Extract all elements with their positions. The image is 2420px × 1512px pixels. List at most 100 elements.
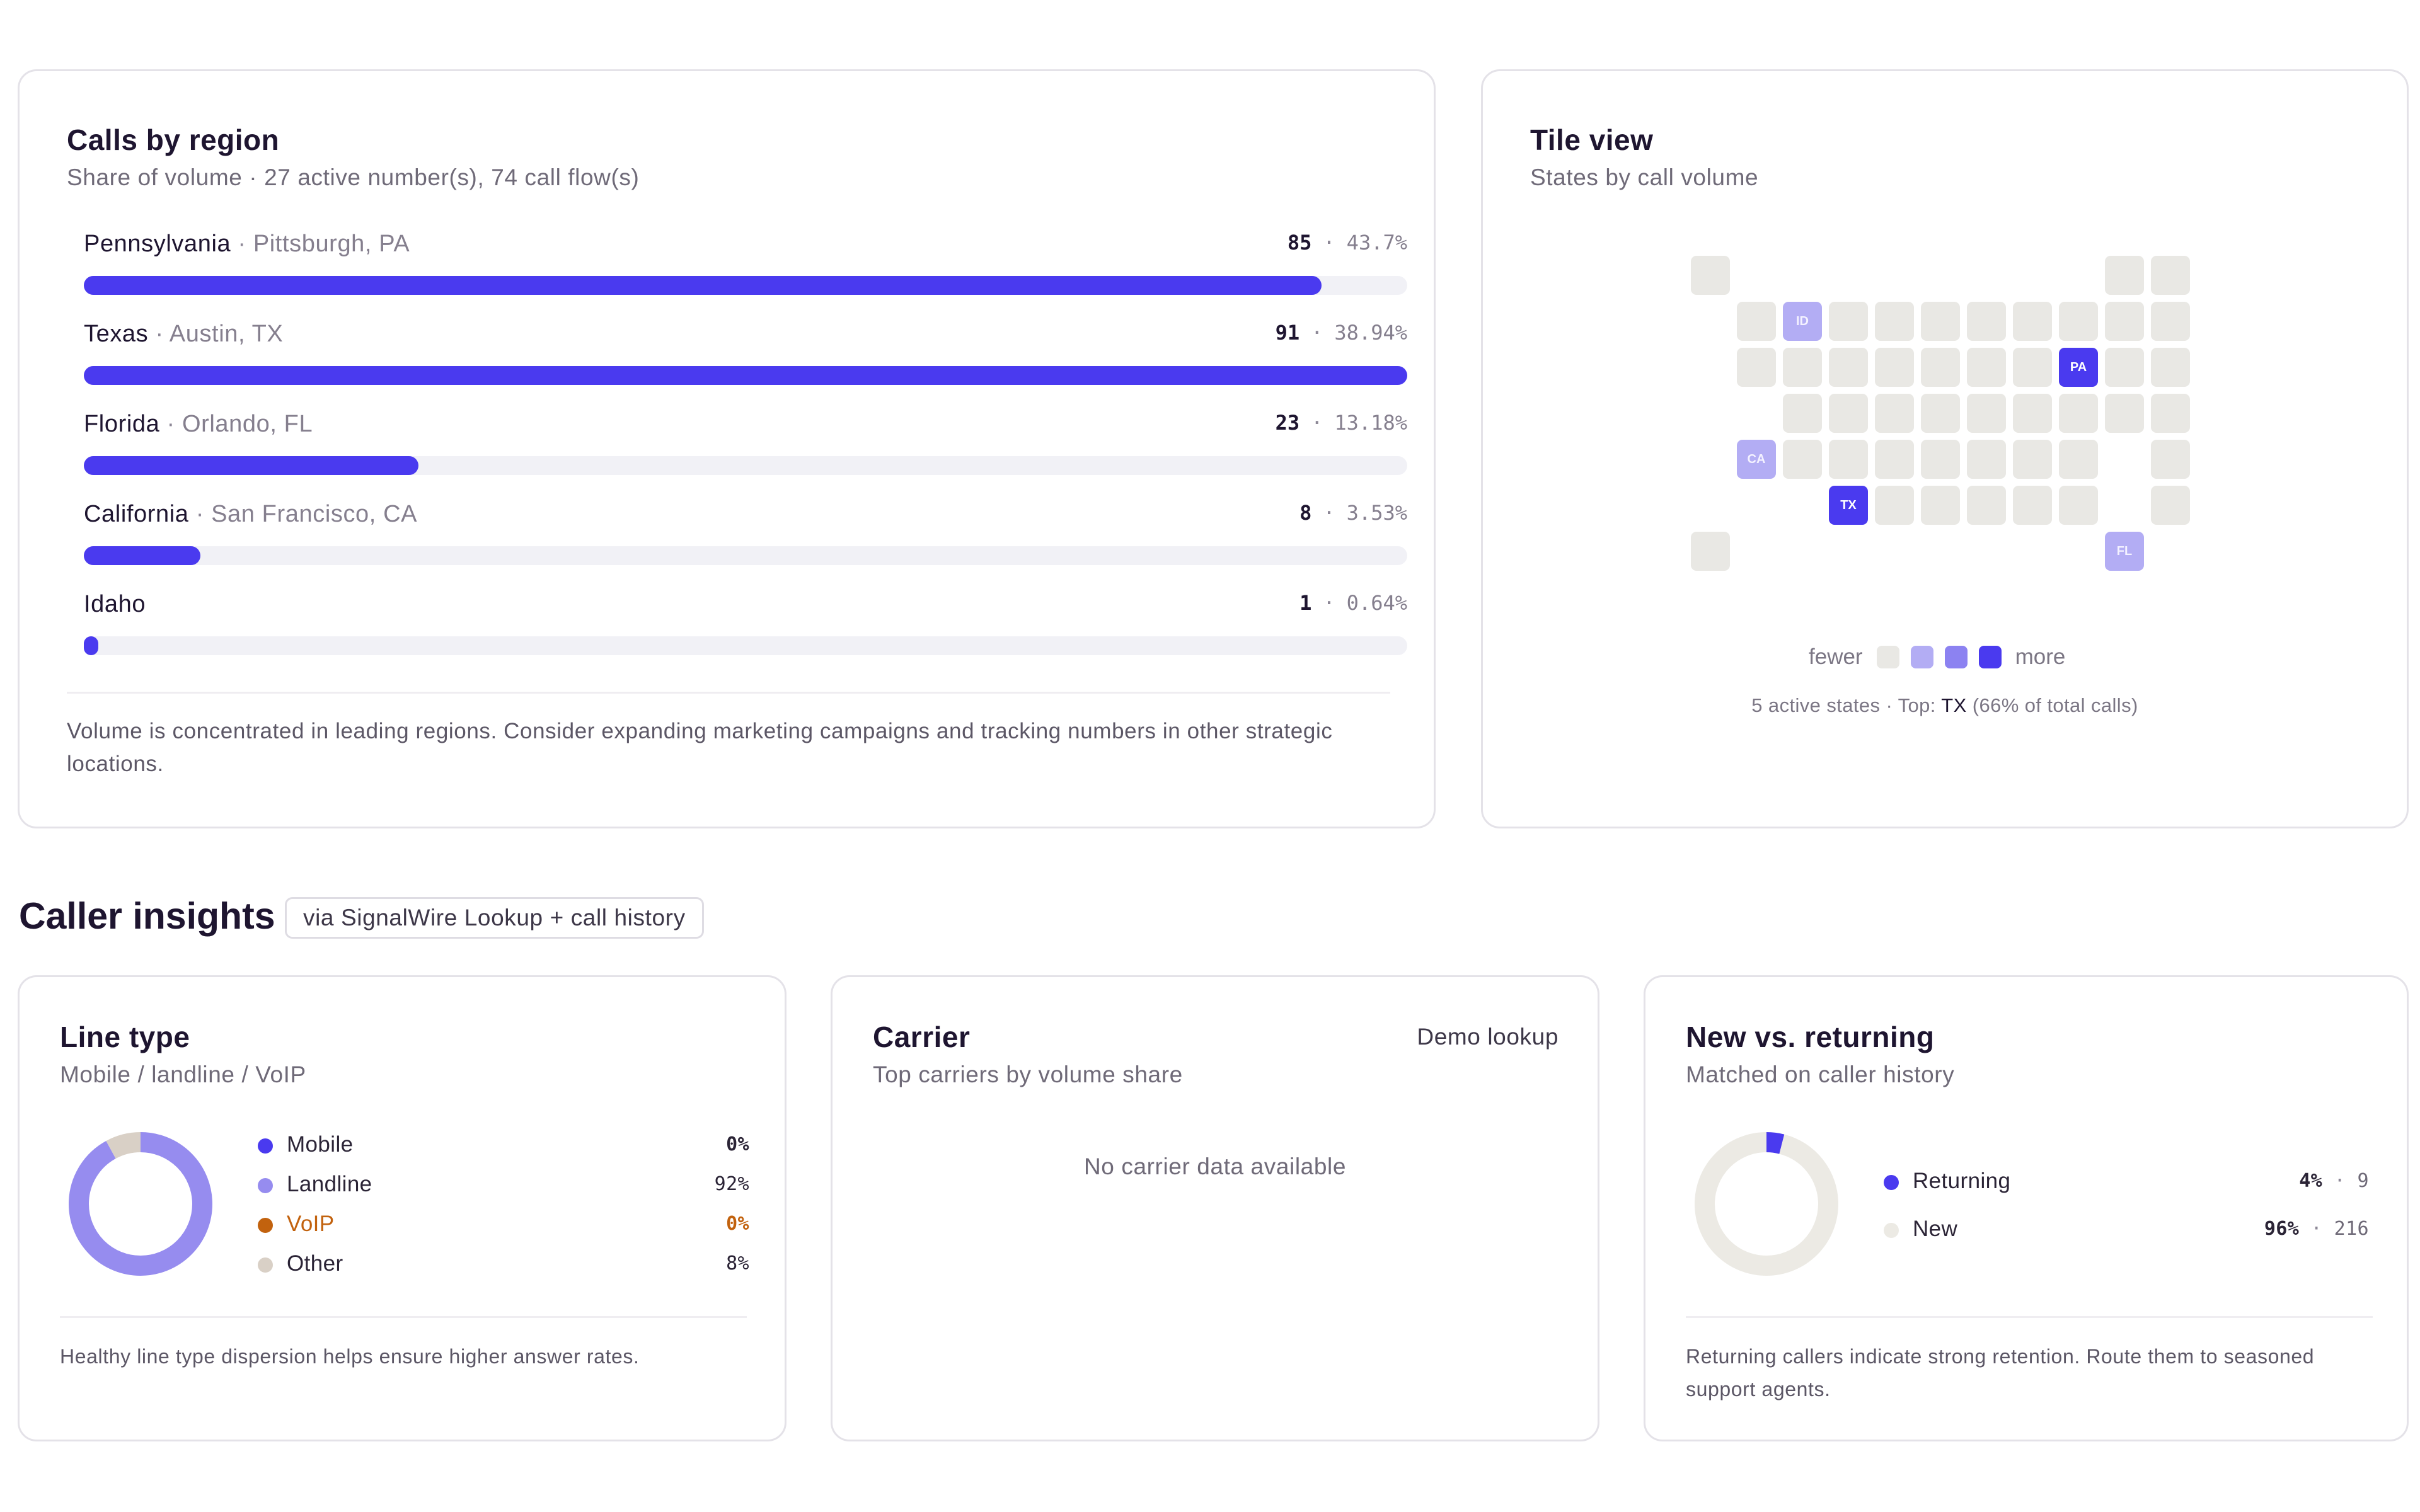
region-row[interactable]: Idaho 1 · 0.64%: [84, 591, 1407, 660]
state-tile[interactable]: [2151, 302, 2190, 341]
region-state-name: Pennsylvania: [84, 231, 231, 257]
region-row[interactable]: Texas · Austin, TX 91 · 38.94%: [84, 321, 1407, 390]
legend-value: 4% · 9: [2299, 1170, 2369, 1192]
legend-count: 216: [2334, 1218, 2369, 1240]
new-returning-title: New vs. returning: [1686, 1021, 1935, 1053]
new-returning-legend-item[interactable]: New 96% · 216: [1884, 1214, 2369, 1246]
state-tile[interactable]: [2105, 256, 2144, 295]
state-tile-ca[interactable]: CA: [1737, 440, 1776, 479]
region-label: California · San Francisco, CA: [84, 501, 417, 528]
line-type-legend-item[interactable]: Other 8%: [258, 1249, 749, 1280]
state-tile[interactable]: [1783, 394, 1822, 433]
region-city-name: Orlando, FL: [182, 411, 313, 437]
new-returning-insight-text: Returning callers indicate strong retent…: [1686, 1345, 2315, 1400]
new-returning-divider: [1686, 1316, 2373, 1318]
state-tile[interactable]: [1691, 256, 1730, 295]
region-insight-text: Volume is concentrated in leading region…: [67, 719, 1333, 776]
region-row[interactable]: Pennsylvania · Pittsburgh, PA 85 · 43.7%: [84, 231, 1407, 300]
line-type-legend-item[interactable]: Mobile 0%: [258, 1130, 749, 1161]
state-tile[interactable]: [2059, 486, 2098, 525]
state-tile[interactable]: [1737, 302, 1776, 341]
donut-segment-landline[interactable]: [69, 1132, 212, 1276]
region-bar-track: [84, 636, 1407, 655]
state-tile[interactable]: [1967, 302, 2006, 341]
line-type-legend-item[interactable]: Landline 92%: [258, 1169, 749, 1201]
state-tile[interactable]: [1921, 440, 1960, 479]
region-share-percent: 38.94%: [1334, 321, 1407, 345]
new-returning-legend-item[interactable]: Returning 4% · 9: [1884, 1166, 2369, 1198]
state-tile[interactable]: [1921, 394, 1960, 433]
state-tile[interactable]: [1875, 394, 1914, 433]
region-bar-fill: [84, 456, 419, 475]
state-tile[interactable]: [2013, 348, 2052, 387]
region-stats: 85 · 43.7%: [1288, 231, 1407, 255]
tile-card-title: Tile view: [1530, 123, 1654, 156]
legend-dot: [1884, 1223, 1899, 1238]
state-tile[interactable]: [2013, 394, 2052, 433]
region-bar-fill: [84, 546, 200, 565]
legend-value: 0%: [726, 1213, 749, 1235]
state-tile[interactable]: [1829, 440, 1868, 479]
state-tile[interactable]: [1737, 348, 1776, 387]
state-tile[interactable]: [2013, 302, 2052, 341]
region-share-percent: 13.18%: [1334, 411, 1407, 435]
region-stat-separator: ·: [1323, 501, 1335, 525]
legend-label: Returning: [1913, 1169, 2011, 1193]
state-tile[interactable]: [1829, 348, 1868, 387]
state-tile[interactable]: [1783, 348, 1822, 387]
state-tile[interactable]: [1967, 394, 2006, 433]
state-tile-pa[interactable]: PA: [2059, 348, 2098, 387]
state-tile[interactable]: [2013, 440, 2052, 479]
tile-summary: 5 active states · Top: TX (66% of total …: [1481, 694, 2409, 717]
state-tile[interactable]: [1783, 440, 1822, 479]
state-tile[interactable]: [1967, 348, 2006, 387]
tile-legend: fewer more: [1809, 641, 2065, 673]
carrier-card: Carrier Demo lookup Top carriers by volu…: [831, 975, 1599, 1441]
legend-separator: ·: [2299, 1218, 2334, 1240]
state-tile-fl[interactable]: FL: [2105, 532, 2144, 571]
carrier-subtitle: Top carriers by volume share: [873, 1062, 1183, 1087]
state-tile[interactable]: [2151, 256, 2190, 295]
legend-percent: 96%: [2264, 1218, 2300, 1240]
state-tile[interactable]: [2059, 394, 2098, 433]
state-tile[interactable]: [2105, 394, 2144, 433]
line-type-legend-item[interactable]: VoIP 0%: [258, 1209, 749, 1240]
state-tile-id[interactable]: ID: [1783, 302, 1822, 341]
state-tile[interactable]: [2151, 394, 2190, 433]
state-tile-tx[interactable]: TX: [1829, 486, 1868, 525]
state-tile[interactable]: [2151, 440, 2190, 479]
state-tile[interactable]: [1967, 486, 2006, 525]
state-tile[interactable]: [1875, 440, 1914, 479]
region-state-name: Florida: [84, 411, 160, 437]
state-tile[interactable]: [1921, 302, 1960, 341]
state-tile[interactable]: [1921, 348, 1960, 387]
state-tile[interactable]: [1875, 302, 1914, 341]
state-tile[interactable]: [1691, 532, 1730, 571]
region-label: Florida · Orlando, FL: [84, 411, 313, 438]
state-tile[interactable]: [1921, 486, 1960, 525]
region-state-name: California: [84, 501, 189, 527]
state-tile[interactable]: [1829, 302, 1868, 341]
state-tile[interactable]: [2013, 486, 2052, 525]
state-tile[interactable]: [2059, 440, 2098, 479]
state-tile[interactable]: [1875, 348, 1914, 387]
state-tile[interactable]: [1829, 394, 1868, 433]
state-tile[interactable]: [2151, 486, 2190, 525]
region-row[interactable]: California · San Francisco, CA 8 · 3.53%: [84, 501, 1407, 570]
region-city-name: San Francisco, CA: [211, 501, 418, 527]
region-row[interactable]: Florida · Orlando, FL 23 · 13.18%: [84, 411, 1407, 480]
legend-label: VoIP: [287, 1211, 335, 1236]
region-bar-track: [84, 456, 1407, 475]
donut-segment-other[interactable]: [69, 1132, 212, 1276]
caller-insights-title: Caller insights: [19, 895, 275, 937]
new-returning-subtitle: Matched on caller history: [1686, 1062, 1955, 1087]
carrier-empty-message: No carrier data available: [1083, 1154, 1347, 1179]
state-tile[interactable]: [1967, 440, 2006, 479]
donut-segment-new[interactable]: [1695, 1132, 1838, 1276]
state-tile[interactable]: [1875, 486, 1914, 525]
state-tile[interactable]: [2105, 302, 2144, 341]
state-tile[interactable]: [2105, 348, 2144, 387]
state-tile[interactable]: [2059, 302, 2098, 341]
state-tile[interactable]: [2151, 348, 2190, 387]
